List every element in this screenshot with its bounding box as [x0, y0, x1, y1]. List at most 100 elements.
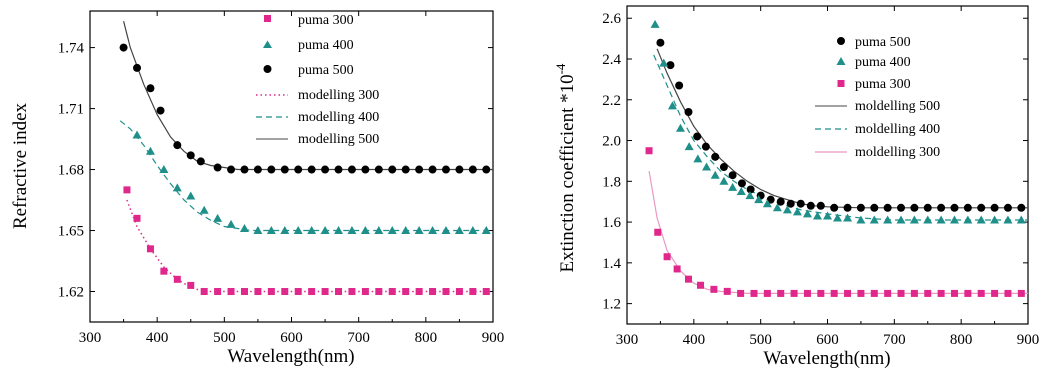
data-point-puma-300	[173, 275, 181, 283]
x-tick-labels: 300 400 500 600 700 800 900	[616, 332, 1040, 348]
data-point-puma-300	[897, 289, 905, 297]
data-point-puma-500	[213, 163, 222, 172]
data-point-puma-400	[213, 213, 223, 222]
data-point-puma-300	[1017, 289, 1025, 297]
data-point-puma-500	[883, 203, 892, 212]
x-tick-label: 700	[347, 330, 370, 346]
data-point-puma-300	[750, 289, 758, 297]
data-point-puma-500	[119, 43, 128, 52]
y-axis-title: Extinction coefficient *10-4	[553, 63, 578, 272]
data-point-puma-500	[728, 171, 737, 180]
x-tick-labels: 300 400 500 600 700 800 900	[79, 330, 505, 346]
data-point-puma-500	[963, 203, 972, 212]
y-axis-title-text: Extinction coefficient *10	[557, 74, 578, 272]
data-point-puma-500	[267, 165, 276, 174]
data-point-puma-500	[711, 152, 720, 161]
data-point-puma-500	[347, 165, 356, 174]
data-point-puma-300	[227, 288, 235, 296]
data-series	[645, 19, 1028, 297]
data-point-puma-400	[226, 219, 236, 228]
data-point-puma-500	[684, 108, 693, 116]
legend-marker-puma-500	[837, 37, 845, 45]
data-point-puma-300	[937, 289, 945, 297]
data-point-puma-500	[656, 38, 665, 47]
data-point-puma-300	[964, 289, 972, 297]
data-point-puma-400	[145, 146, 155, 155]
data-point-puma-500	[923, 203, 932, 212]
series-puma-500	[119, 43, 491, 174]
data-point-puma-500	[666, 61, 675, 70]
data-point-puma-500	[307, 165, 316, 174]
series-line-moldelling-500	[656, 48, 1028, 209]
data-point-puma-400	[736, 187, 746, 195]
data-point-puma-400	[949, 215, 959, 224]
data-point-puma-400	[481, 226, 491, 235]
legend-marker-puma-300	[837, 80, 845, 87]
y-tick-label: 1.62	[58, 285, 84, 301]
data-point-puma-300	[294, 288, 302, 296]
y-tick-label: 1.6	[602, 215, 621, 231]
data-point-puma-400	[728, 182, 738, 191]
data-point-puma-500	[374, 165, 383, 174]
series-puma-300	[645, 147, 1025, 297]
data-point-puma-500	[186, 151, 195, 160]
data-point-puma-500	[173, 141, 182, 150]
data-point-puma-500	[441, 165, 450, 174]
data-point-puma-300	[684, 275, 692, 283]
legend-label-puma-400: puma 400	[855, 55, 911, 70]
data-point-puma-400	[374, 226, 384, 235]
data-point-puma-400	[823, 211, 832, 220]
data-point-puma-400	[239, 223, 249, 232]
data-point-puma-300	[146, 245, 154, 253]
data-point-puma-400	[856, 215, 866, 224]
data-point-puma-300	[710, 285, 718, 293]
data-point-puma-500	[146, 84, 155, 93]
data-point-puma-400	[320, 226, 330, 235]
data-point-puma-400	[360, 226, 370, 235]
data-point-puma-400	[401, 226, 411, 235]
data-point-puma-400	[159, 165, 169, 174]
data-point-puma-300	[870, 289, 878, 297]
series-line-moldelling-400	[653, 54, 1028, 221]
data-point-puma-400	[441, 226, 451, 235]
legend-label-modelling-400: modelling 400	[298, 110, 379, 125]
data-point-puma-500	[843, 203, 852, 212]
data-point-puma-400	[843, 213, 853, 222]
data-point-puma-300	[857, 289, 865, 297]
legend-label-moldelling-500: moldelling 500	[855, 99, 940, 114]
data-point-puma-300	[697, 281, 705, 289]
data-point-puma-300	[803, 289, 811, 297]
y-tick-labels: 1.2 1.4 1.6 1.8 2.0 2.2 2.4 2.6	[602, 11, 621, 312]
data-point-puma-400	[745, 191, 755, 200]
y-tick-label: 2.0	[602, 134, 621, 150]
x-tick-label: 900	[1017, 332, 1040, 348]
data-point-puma-500	[156, 106, 165, 115]
series-line-modelling-400	[119, 120, 493, 232]
data-point-puma-400	[896, 215, 906, 224]
data-point-puma-500	[240, 165, 249, 174]
data-point-puma-300	[817, 289, 825, 297]
data-point-puma-500	[746, 185, 755, 194]
data-point-puma-300	[654, 228, 662, 236]
data-point-puma-500	[1003, 203, 1012, 212]
data-point-puma-300	[321, 288, 329, 296]
x-tick-label: 400	[146, 330, 169, 346]
data-point-puma-500	[675, 81, 684, 90]
data-point-puma-500	[856, 203, 865, 212]
data-point-puma-400	[684, 142, 694, 151]
data-point-puma-400	[923, 215, 933, 224]
data-point-puma-500	[806, 201, 815, 210]
y-tick-label: 1.74	[58, 41, 85, 57]
data-point-puma-300	[200, 288, 208, 296]
data-point-puma-500	[897, 203, 906, 212]
data-point-puma-400	[883, 215, 893, 224]
x-tick-label: 800	[415, 330, 438, 346]
legend-label-puma-300: puma 300	[855, 77, 911, 92]
data-point-puma-300	[469, 288, 477, 296]
data-point-puma-400	[387, 226, 397, 235]
y-axis-title-exponent: -4	[553, 63, 568, 74]
tick-marks	[626, 6, 1029, 324]
data-point-puma-500	[977, 203, 986, 212]
data-point-puma-300	[375, 288, 383, 296]
legend-label-puma-500: puma 500	[855, 35, 911, 50]
